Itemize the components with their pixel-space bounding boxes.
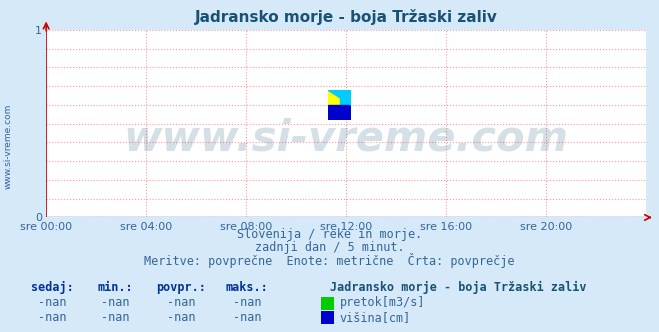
Text: Meritve: povprečne  Enote: metrične  Črta: povprečje: Meritve: povprečne Enote: metrične Črta:… — [144, 253, 515, 268]
Text: Slovenija / reke in morje.: Slovenija / reke in morje. — [237, 227, 422, 241]
Text: min.:: min.: — [98, 281, 133, 294]
Text: zadnji dan / 5 minut.: zadnji dan / 5 minut. — [254, 241, 405, 254]
Polygon shape — [328, 90, 351, 105]
Text: sedaj:: sedaj: — [32, 281, 74, 294]
Text: -nan: -nan — [38, 296, 67, 309]
Text: -nan: -nan — [101, 310, 130, 324]
Text: www.si-vreme.com: www.si-vreme.com — [123, 118, 569, 160]
Text: maks.:: maks.: — [226, 281, 268, 294]
Text: -nan: -nan — [167, 296, 196, 309]
Text: -nan: -nan — [233, 296, 262, 309]
Text: povpr.:: povpr.: — [156, 281, 206, 294]
Text: www.si-vreme.com: www.si-vreme.com — [3, 103, 13, 189]
Text: -nan: -nan — [38, 310, 67, 324]
Polygon shape — [339, 90, 351, 105]
Text: pretok[m3/s]: pretok[m3/s] — [339, 296, 425, 309]
Title: Jadransko morje - boja Tržaski zaliv: Jadransko morje - boja Tržaski zaliv — [194, 9, 498, 25]
Polygon shape — [328, 105, 351, 120]
Polygon shape — [328, 90, 339, 105]
Text: Jadransko morje - boja Tržaski zaliv: Jadransko morje - boja Tržaski zaliv — [330, 281, 586, 294]
Text: višina[cm]: višina[cm] — [339, 310, 411, 324]
Text: -nan: -nan — [167, 310, 196, 324]
Text: -nan: -nan — [101, 296, 130, 309]
Text: -nan: -nan — [233, 310, 262, 324]
